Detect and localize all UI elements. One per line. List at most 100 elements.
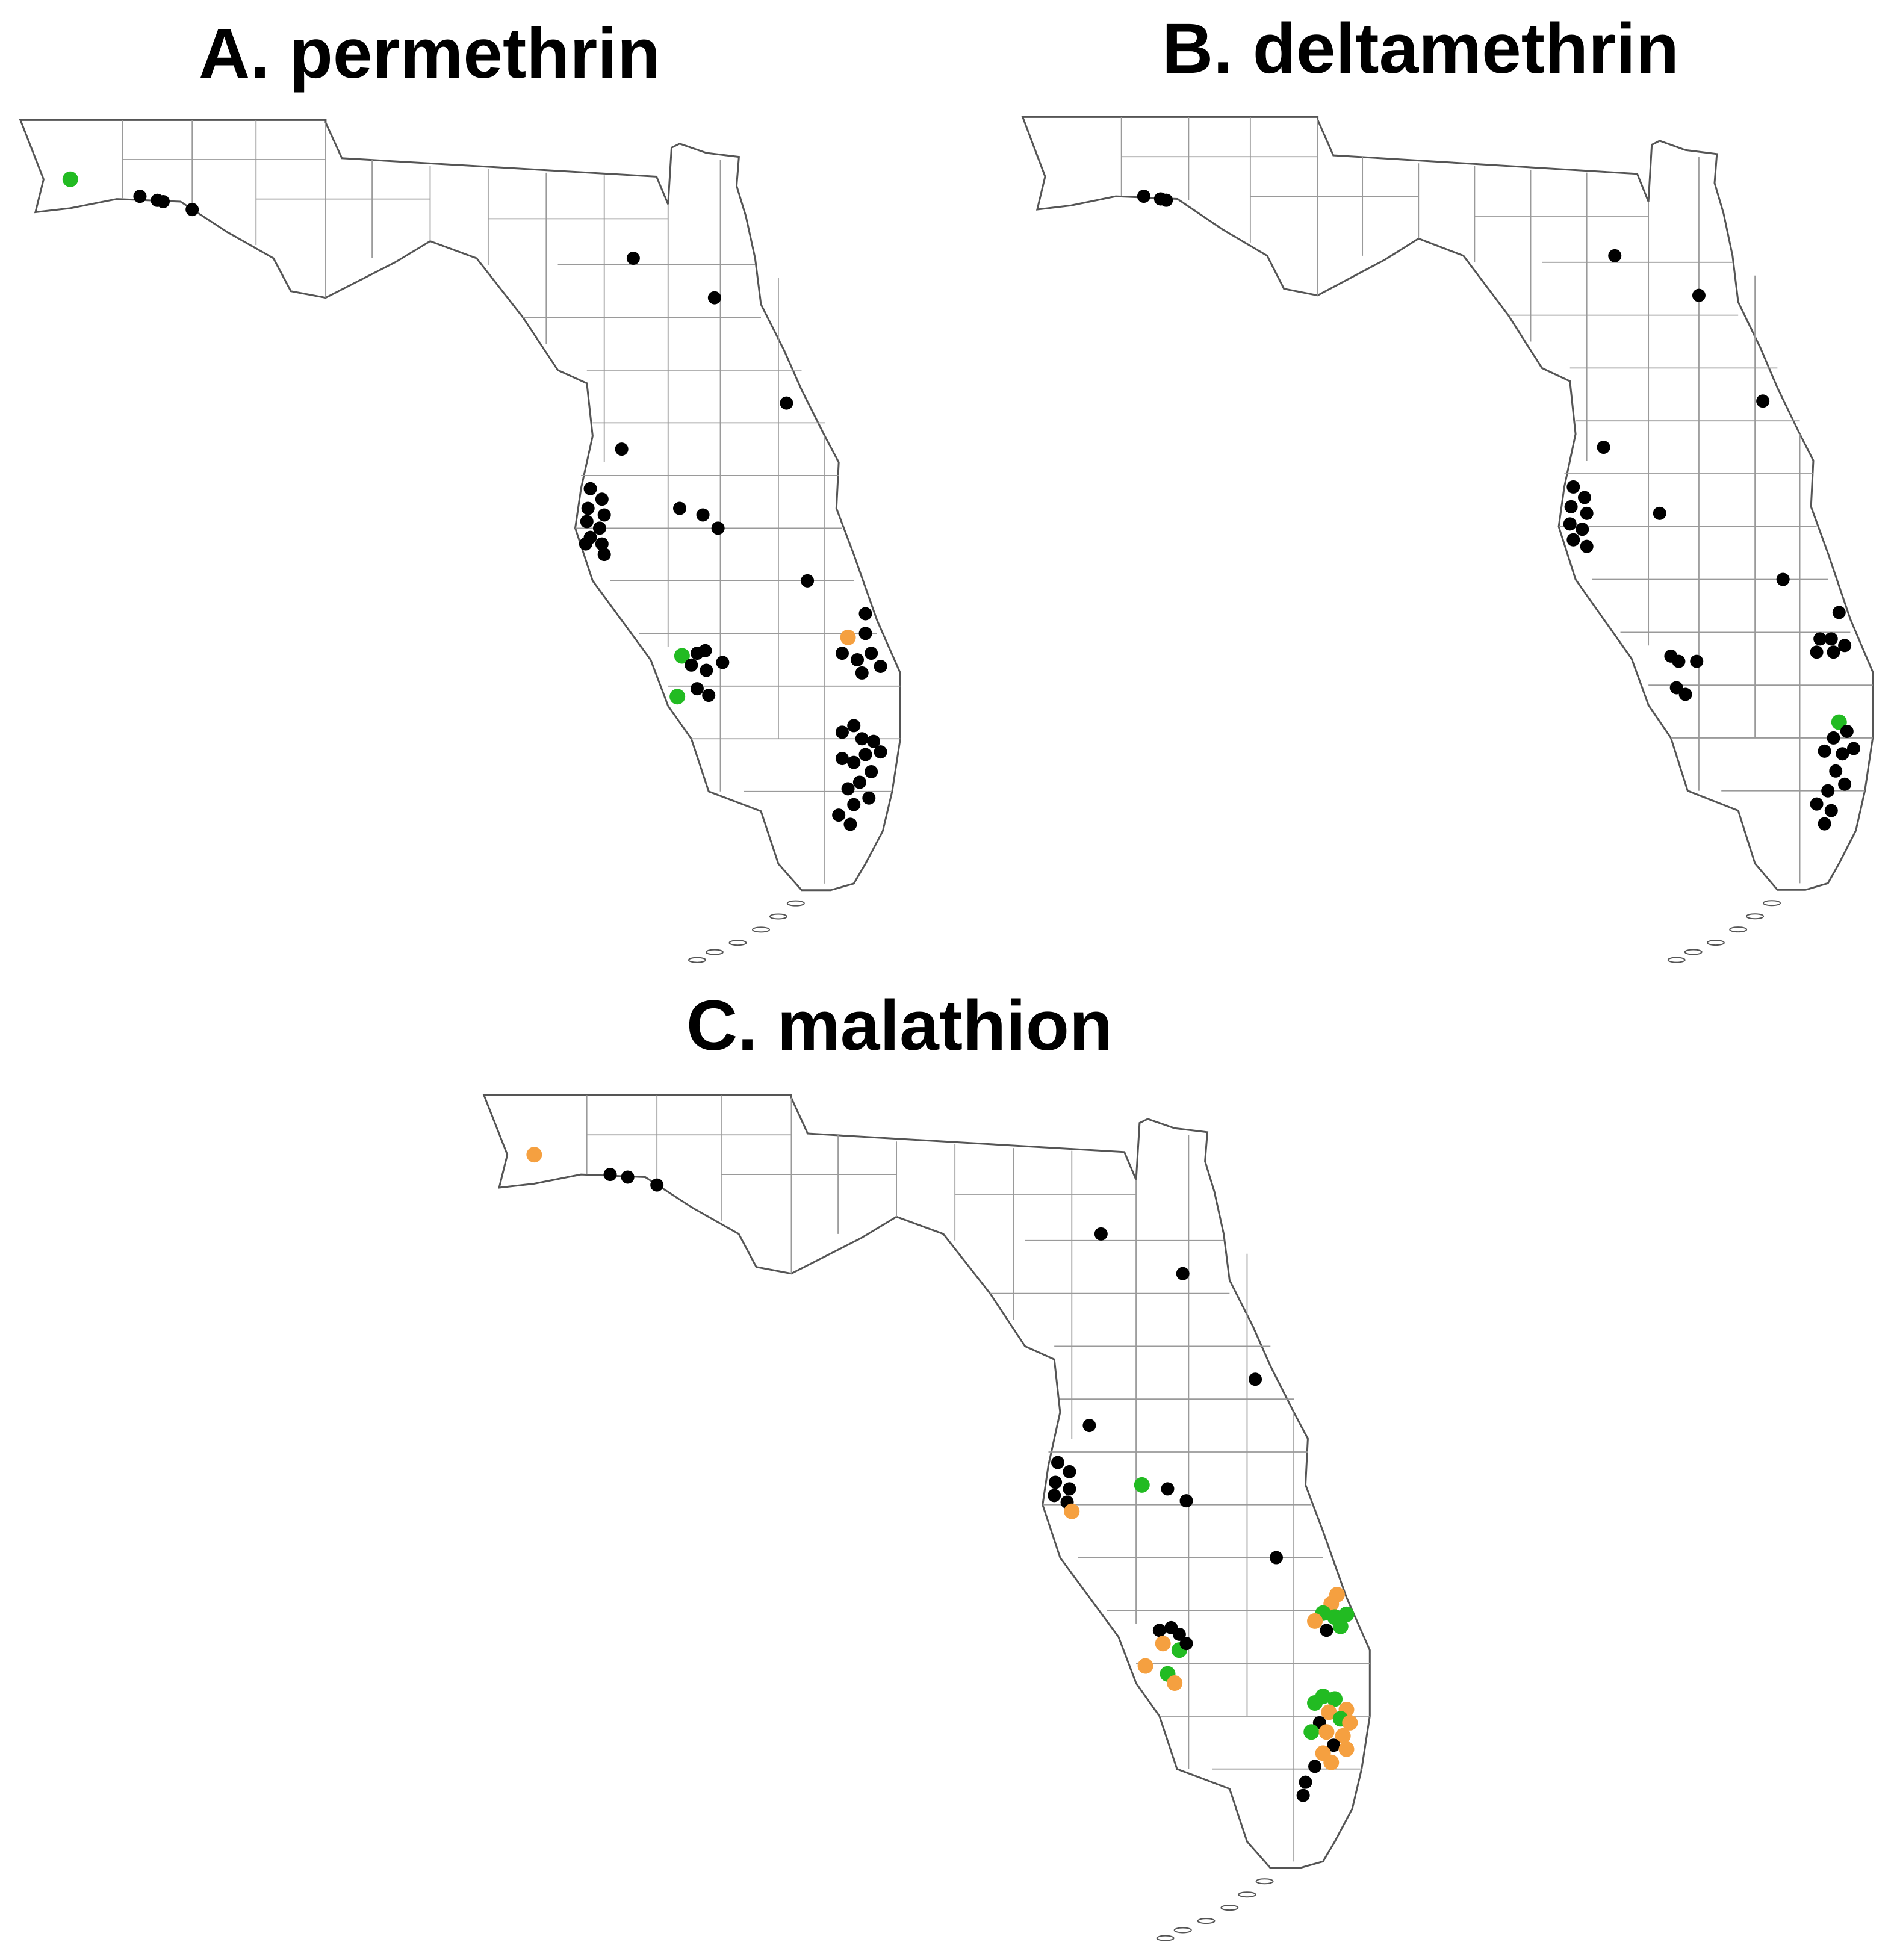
site-marker-black <box>1152 1624 1166 1637</box>
site-marker-black <box>847 719 861 733</box>
state-outline <box>482 1094 1371 1869</box>
site-marker-black <box>595 537 609 551</box>
keys-island <box>786 900 805 907</box>
site-marker-black <box>673 501 687 515</box>
site-marker-black <box>835 752 849 766</box>
keys-island <box>1729 926 1748 933</box>
keys-island <box>1173 1927 1192 1934</box>
site-marker-orange <box>1137 1658 1153 1674</box>
site-marker-black <box>847 755 861 769</box>
site-marker-green <box>669 689 686 705</box>
site-marker-black <box>874 659 887 673</box>
site-marker-black <box>595 492 609 506</box>
site-marker-orange <box>1335 1728 1351 1744</box>
site-marker-green <box>1332 1618 1349 1634</box>
site-marker-black <box>858 607 872 621</box>
site-marker-black <box>702 689 716 702</box>
site-marker-black <box>626 252 640 265</box>
site-marker-black <box>157 194 170 208</box>
site-marker-black <box>1672 654 1686 668</box>
site-marker-black <box>1296 1788 1310 1802</box>
site-marker-black <box>1063 1465 1076 1478</box>
site-marker-black <box>1308 1760 1322 1773</box>
site-marker-black <box>185 203 199 217</box>
keys-island <box>705 949 724 955</box>
site-marker-black <box>1838 777 1852 791</box>
site-marker-black <box>867 734 881 748</box>
site-marker-black <box>1847 742 1861 755</box>
site-marker-black <box>852 775 866 789</box>
site-marker-black <box>1564 500 1578 513</box>
site-marker-black <box>1824 632 1838 646</box>
site-marker-black <box>603 1168 617 1182</box>
site-marker-black <box>700 663 713 677</box>
site-marker-black <box>1818 817 1831 831</box>
keys-island <box>728 940 747 946</box>
site-marker-black <box>580 515 594 529</box>
keys-island <box>751 926 770 933</box>
site-marker-green <box>1307 1695 1323 1711</box>
keys-island <box>1238 1891 1256 1898</box>
keys-island <box>1684 949 1703 955</box>
site-marker-black <box>1161 1482 1175 1496</box>
site-marker-black <box>832 808 846 822</box>
site-marker-black <box>1653 506 1666 520</box>
panel-title-a: A. permethrin <box>199 14 661 93</box>
site-marker-black <box>1172 1627 1186 1641</box>
site-marker-black <box>855 666 869 680</box>
keys-island <box>1667 957 1686 963</box>
site-marker-black <box>1563 517 1577 531</box>
site-marker-black <box>1776 572 1790 586</box>
site-marker-green <box>1303 1724 1320 1740</box>
site-marker-black <box>843 817 857 831</box>
site-marker-green <box>1338 1606 1355 1622</box>
site-marker-black <box>1824 804 1838 817</box>
site-marker-black <box>1051 1456 1064 1469</box>
state-outline <box>1021 116 1874 891</box>
site-marker-black <box>1566 533 1580 547</box>
site-marker-black <box>874 745 887 759</box>
site-marker-black <box>1063 1482 1076 1496</box>
keys-island <box>1763 900 1781 907</box>
map-panel-c <box>482 1094 1371 1941</box>
site-marker-black <box>780 396 793 410</box>
keys-island <box>688 957 706 963</box>
site-marker-green <box>1831 714 1847 730</box>
site-marker-black <box>615 442 629 456</box>
site-marker-black <box>1690 654 1704 668</box>
site-marker-black <box>698 644 712 657</box>
site-marker-black <box>1082 1419 1096 1433</box>
site-marker-black <box>1299 1775 1312 1789</box>
site-marker-black <box>1827 645 1840 659</box>
site-marker-black <box>621 1170 635 1184</box>
site-marker-black <box>1576 523 1589 536</box>
site-marker-green <box>62 171 78 187</box>
site-marker-black <box>1838 639 1852 653</box>
site-marker-black <box>1320 1624 1333 1637</box>
keys-island <box>1255 1878 1274 1885</box>
site-marker-black <box>1179 1637 1193 1651</box>
site-marker-black <box>1577 491 1591 504</box>
site-marker-orange <box>1167 1675 1183 1692</box>
site-marker-black <box>1048 1489 1061 1503</box>
site-marker-black <box>133 190 147 203</box>
keys-island <box>1220 1905 1239 1911</box>
site-marker-black <box>696 508 710 522</box>
site-marker-black <box>1179 1494 1193 1508</box>
site-marker-black <box>1836 747 1849 761</box>
keys-island <box>1156 1935 1175 1941</box>
site-marker-black <box>801 574 815 588</box>
site-marker-black <box>851 653 865 667</box>
site-marker-black <box>1821 784 1835 798</box>
site-marker-black <box>1827 731 1840 745</box>
site-marker-green <box>674 648 690 664</box>
panel-title-b: B. deltamethrin <box>1162 9 1679 88</box>
site-marker-orange <box>1155 1636 1171 1652</box>
site-marker-black <box>1580 539 1594 553</box>
keys-island <box>1746 913 1765 920</box>
site-marker-black <box>1566 480 1580 494</box>
site-marker-black <box>1608 249 1622 262</box>
site-marker-black <box>597 508 611 522</box>
site-marker-black <box>597 548 611 562</box>
